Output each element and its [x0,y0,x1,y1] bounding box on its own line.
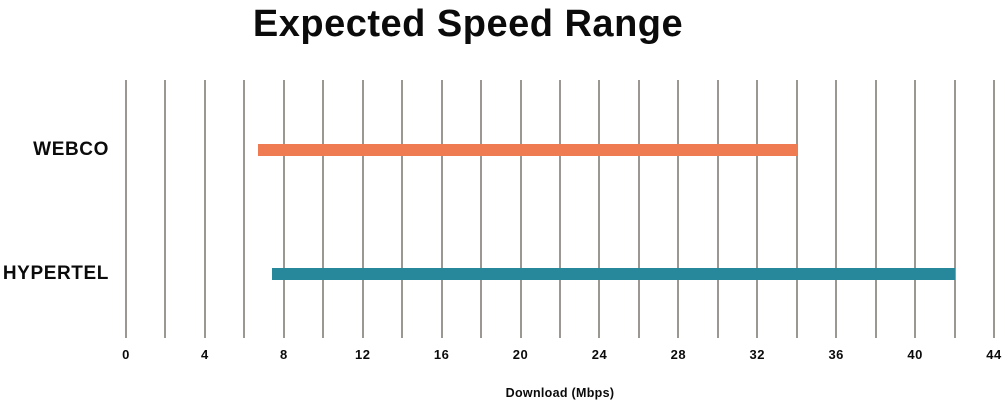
gridline [874,80,877,338]
x-tick-label: 0 [122,347,130,362]
x-tick-label: 44 [986,347,1002,362]
gridline [637,80,640,338]
gridline [914,80,917,338]
gridline [598,80,601,338]
x-tick-label: 36 [828,347,844,362]
gridline [756,80,759,338]
gridline [677,80,680,338]
x-tick-label: 8 [279,347,288,362]
gridline [953,80,956,338]
x-tick-labels: 0 4 8 12 16 20 24 28 32 36 40 44 [122,347,1001,367]
gridline [125,80,127,338]
gridlines [125,80,995,338]
gridline [519,80,522,338]
gridline [203,80,206,338]
gridline [282,80,285,338]
gridline [835,80,838,338]
category-labels: WEBCO HYPERTEL [0,80,112,338]
range-bar-hypertel [271,267,955,280]
gridline [480,80,483,338]
x-tick-label: 4 [201,347,209,362]
gridline [993,80,995,338]
x-axis-label: Download (Mbps) [505,386,615,400]
x-tick-label: 16 [433,347,450,362]
gridline [795,80,798,338]
gridline [559,80,561,338]
gridline [716,80,719,338]
category-label-hypertel: HYPERTEL [2,262,109,284]
gridline [361,80,364,338]
bars [126,80,994,338]
gridline [440,80,443,338]
x-tick-label: 20 [512,347,529,362]
gridline [164,80,167,338]
plot-area [125,80,995,338]
x-tick-label: 28 [670,347,687,362]
gridline [322,80,325,338]
gridline [243,80,246,338]
x-tick-label: 32 [749,347,765,362]
x-tick-label: 40 [907,347,923,362]
x-tick-label: 12 [354,347,371,362]
range-bar-webco [258,143,797,156]
chart-title: Expected Speed Range [252,3,684,45]
x-tick-label: 24 [591,347,608,362]
gridline [401,80,404,338]
category-label-webco: WEBCO [33,138,109,160]
